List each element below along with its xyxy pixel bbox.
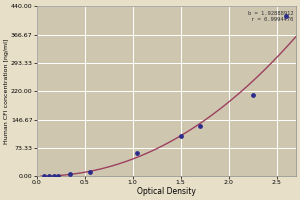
- Text: b = 1.92888912
r = 0.9994470: b = 1.92888912 r = 0.9994470: [248, 11, 293, 22]
- Point: [197, 124, 202, 128]
- Point: [42, 175, 47, 178]
- Point: [47, 174, 52, 178]
- Point: [87, 171, 92, 174]
- Point: [68, 173, 73, 176]
- X-axis label: Optical Density: Optical Density: [137, 187, 196, 196]
- Point: [52, 174, 56, 177]
- Point: [135, 151, 140, 155]
- Point: [56, 174, 60, 177]
- Point: [250, 93, 255, 97]
- Point: [178, 134, 183, 137]
- Point: [284, 14, 289, 17]
- Y-axis label: Human CFI concentration [ng/ml]: Human CFI concentration [ng/ml]: [4, 39, 9, 144]
